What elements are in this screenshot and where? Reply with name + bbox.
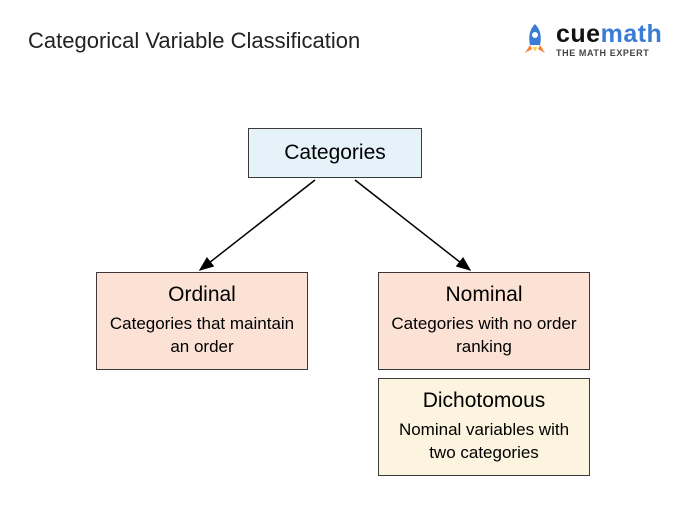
rocket-icon	[520, 23, 550, 57]
edge-root-ordinal	[200, 180, 315, 270]
node-ordinal: Ordinal Categories that maintain an orde…	[96, 272, 308, 370]
node-categories: Categories	[248, 128, 422, 178]
node-dichotomous-label: Dichotomous	[389, 389, 579, 413]
logo-brand-left: cue	[556, 20, 601, 48]
node-nominal-desc: Categories with no order ranking	[389, 313, 579, 359]
node-ordinal-label: Ordinal	[107, 283, 297, 307]
logo-tagline: THE MATH EXPERT	[556, 49, 662, 58]
node-categories-label: Categories	[259, 141, 411, 165]
tree-edges	[0, 0, 695, 528]
page-title: Categorical Variable Classification	[28, 28, 360, 54]
edge-root-nominal	[355, 180, 470, 270]
logo-brand-right: math	[601, 20, 663, 48]
node-ordinal-desc: Categories that maintain an order	[107, 313, 297, 359]
brand-logo: cuemath THE MATH EXPERT	[520, 22, 662, 58]
node-nominal-label: Nominal	[389, 283, 579, 307]
node-dichotomous: Dichotomous Nominal variables with two c…	[378, 378, 590, 476]
logo-brand: cuemath	[556, 22, 662, 47]
node-nominal: Nominal Categories with no order ranking	[378, 272, 590, 370]
logo-text: cuemath THE MATH EXPERT	[556, 22, 662, 58]
node-dichotomous-desc: Nominal variables with two categories	[389, 419, 579, 465]
